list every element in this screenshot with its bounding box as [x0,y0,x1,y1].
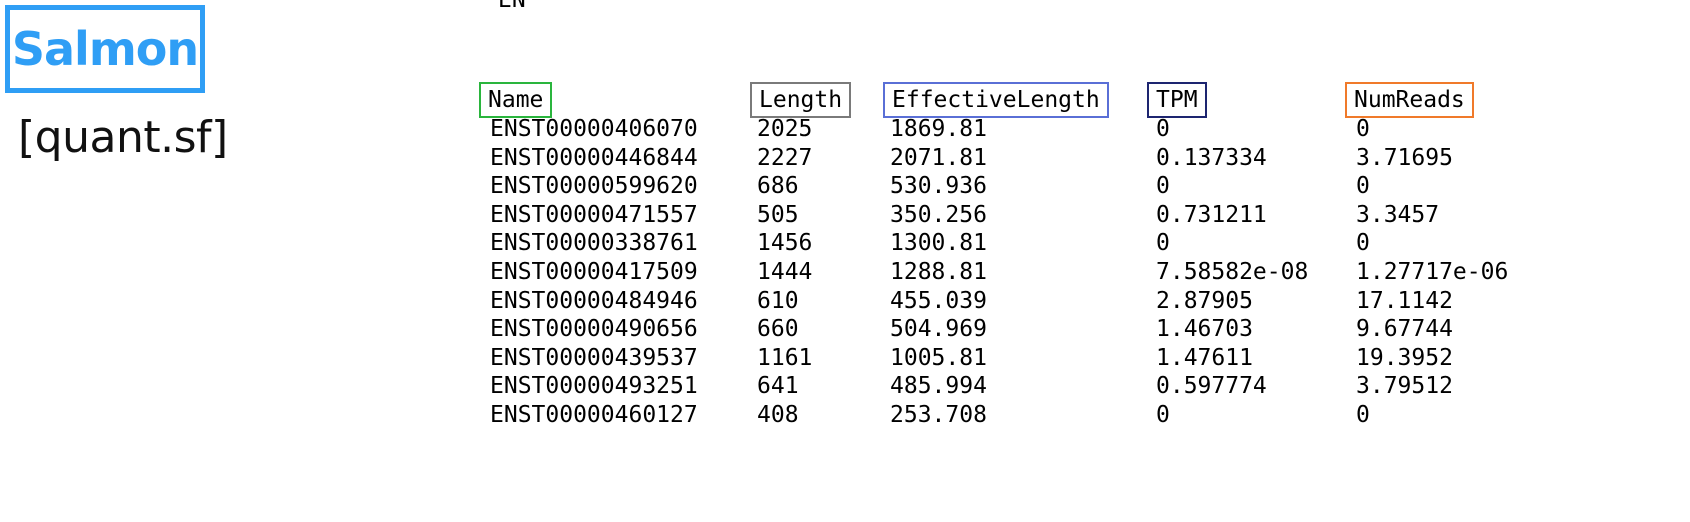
cell-length: 610 [757,287,799,314]
cell-name: ENST00000439537 [490,344,698,371]
cell-effective-length: 1005.81 [890,344,987,371]
cell-length: 2227 [757,144,813,171]
cut-off-cell: ENST00000460127 [498,0,526,13]
cell-numreads: 1.27717e-06 [1356,258,1509,285]
cell-tpm: 1.46703 [1156,316,1253,343]
cell-tpm: 7.58582e-08 [1156,258,1309,285]
salmon-logo: Salmon [5,5,205,93]
cell-name: ENST00000471557 [490,201,698,228]
cell-tpm: 0.597774 [1156,373,1267,400]
cell-name: ENST00000493251 [490,373,698,400]
cell-effective-length: 2071.81 [890,144,987,171]
cell-numreads: 9.67744 [1356,316,1453,343]
cell-name: ENST00000490656 [490,316,698,343]
cell-tpm: 0 [1156,401,1170,428]
logo-text: Salmon [11,22,199,76]
cell-tpm: 0 [1156,116,1170,142]
header-tpm: TPM [1147,82,1207,118]
cell-length: 505 [757,201,799,228]
cell-effective-length: 253.708 [890,401,987,428]
cell-effective-length: 530.936 [890,173,987,200]
cell-effective-length: 350.256 [890,201,987,228]
cell-effective-length: 504.969 [890,316,987,343]
cell-name: ENST00000484946 [490,287,698,314]
cell-length: 408 [757,401,799,428]
cell-tpm: 0.137334 [1156,144,1267,171]
cell-length: 686 [757,173,799,200]
cell-length: 1456 [757,230,813,257]
cell-numreads: 0 [1356,173,1370,200]
cut-off-row: ENST00000460127 408 253.708 0 0 [498,0,526,14]
cell-length: 1444 [757,258,813,285]
cell-effective-length: 1869.81 [890,116,987,142]
cell-effective-length: 1300.81 [890,230,987,257]
cell-numreads: 0 [1356,401,1370,428]
cell-tpm: 1.47611 [1156,344,1253,371]
cell-tpm: 0 [1156,173,1170,200]
cell-name: ENST00000406070 [490,116,698,142]
cell-name: ENST00000446844 [490,144,698,171]
cell-name: ENST00000599620 [490,173,698,200]
cell-numreads: 3.71695 [1356,144,1453,171]
cell-effective-length: 1288.81 [890,258,987,285]
header-length: Length [750,82,852,118]
cell-tpm: 0 [1156,230,1170,257]
cell-tpm: 0.731211 [1156,201,1267,228]
cell-name: ENST00000460127 [490,401,698,428]
cell-numreads: 0 [1356,230,1370,257]
cell-numreads: 3.3457 [1356,201,1440,228]
cell-numreads: 0 [1356,116,1370,142]
cell-length: 1161 [757,344,813,371]
cell-length: 2025 [757,116,813,142]
cell-effective-length: 455.039 [890,287,987,314]
cell-numreads: 17.1142 [1356,287,1453,314]
file-label: [quant.sf] [18,112,228,163]
cell-length: 641 [757,373,799,400]
header-name: Name [479,82,553,118]
cell-tpm: 2.87905 [1156,287,1253,314]
cell-name: ENST00000338761 [490,230,698,257]
header-effective-length: EffectiveLength [883,82,1109,118]
cell-effective-length: 485.994 [890,373,987,400]
header-numreads: NumReads [1345,82,1474,118]
cell-numreads: 3.79512 [1356,373,1453,400]
cell-length: 660 [757,316,799,343]
cell-numreads: 19.3952 [1356,344,1453,371]
cell-name: ENST00000417509 [490,258,698,285]
